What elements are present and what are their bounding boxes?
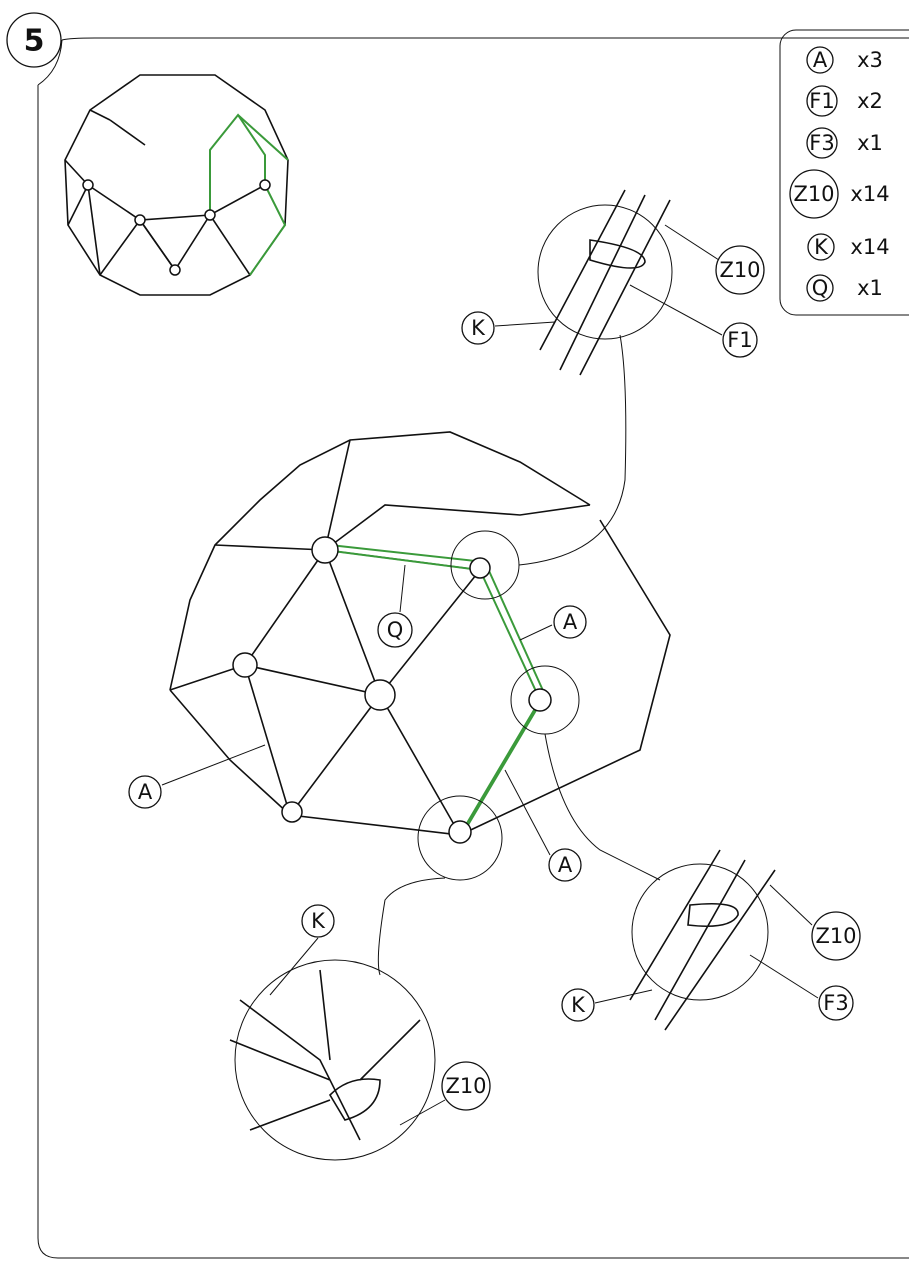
part-label: F3	[809, 131, 834, 155]
main-dome	[170, 335, 670, 975]
overview-dome	[65, 75, 288, 295]
part-qty: x2	[857, 89, 883, 113]
page: 5 A x3 F1 x2 F3 x1 Z10 x14 K x14 Q x1	[0, 0, 909, 1262]
parts-box	[780, 30, 909, 315]
leaders	[162, 225, 818, 1125]
callout-label: K	[471, 316, 486, 340]
part-label: K	[814, 235, 829, 259]
callout-label: A	[558, 853, 573, 877]
callout-label: A	[138, 780, 153, 804]
detail-views	[230, 190, 775, 1160]
callout-label: Z10	[445, 1074, 486, 1098]
callout-label: Z10	[719, 258, 760, 282]
part-qty: x14	[850, 182, 889, 206]
part-qty: x1	[857, 276, 883, 300]
callout-label: Q	[387, 618, 404, 642]
callout-label: K	[311, 909, 326, 933]
callout-label: K	[571, 993, 586, 1017]
part-label: Q	[812, 276, 829, 300]
part-label: A	[813, 48, 828, 72]
callout-label: Z10	[815, 924, 856, 948]
part-qty: x14	[850, 235, 889, 259]
instruction-page: 5 A x3 F1 x2 F3 x1 Z10 x14 K x14 Q x1	[0, 0, 909, 1262]
parts-list: A x3 F1 x2 F3 x1 Z10 x14 K x14 Q x1	[790, 47, 890, 301]
part-qty: x3	[857, 48, 883, 72]
callouts: Z10 F1 K Q A A A Z10 F3 K K Z10	[129, 246, 860, 1110]
callout-label: F3	[823, 991, 848, 1015]
part-label: Z10	[793, 182, 834, 206]
step-number: 5	[24, 24, 45, 59]
part-qty: x1	[857, 131, 883, 155]
callout-label: A	[563, 610, 578, 634]
callout-label: F1	[727, 328, 752, 352]
part-label: F1	[809, 89, 834, 113]
